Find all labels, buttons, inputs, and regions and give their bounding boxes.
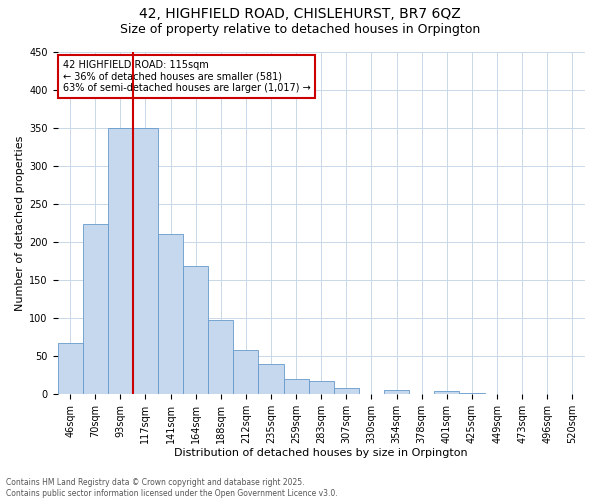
Bar: [308, 382, 334, 394]
Bar: [434, 391, 460, 394]
X-axis label: Distribution of detached houses by size in Orpington: Distribution of detached houses by size …: [175, 448, 468, 458]
Bar: [233, 350, 259, 394]
Y-axis label: Number of detached properties: Number of detached properties: [15, 135, 25, 310]
Bar: [133, 128, 158, 394]
Text: Contains HM Land Registry data © Crown copyright and database right 2025.
Contai: Contains HM Land Registry data © Crown c…: [6, 478, 338, 498]
Text: 42, HIGHFIELD ROAD, CHISLEHURST, BR7 6QZ: 42, HIGHFIELD ROAD, CHISLEHURST, BR7 6QZ: [139, 8, 461, 22]
Bar: [284, 379, 308, 394]
Bar: [183, 266, 208, 394]
Bar: [208, 320, 233, 394]
Bar: [58, 343, 83, 394]
Bar: [158, 234, 183, 394]
Text: Size of property relative to detached houses in Orpington: Size of property relative to detached ho…: [120, 22, 480, 36]
Bar: [384, 390, 409, 394]
Bar: [334, 388, 359, 394]
Bar: [108, 128, 133, 394]
Bar: [259, 364, 284, 394]
Bar: [83, 224, 108, 394]
Text: 42 HIGHFIELD ROAD: 115sqm
← 36% of detached houses are smaller (581)
63% of semi: 42 HIGHFIELD ROAD: 115sqm ← 36% of detac…: [63, 60, 311, 94]
